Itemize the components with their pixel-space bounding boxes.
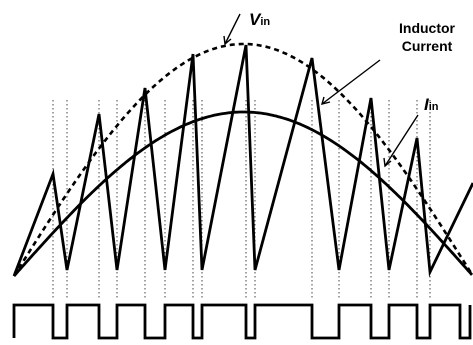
- gate-pulse-train: [12, 303, 472, 340]
- inductor-current-arrow: [320, 59, 381, 105]
- inductor-current-label-line1: Inductor: [399, 20, 456, 36]
- inductor-current-label-line2: Current: [402, 38, 453, 54]
- iin-average-curve: [12, 110, 473, 277]
- inductor-current-waveform: [12, 44, 473, 278]
- vin-envelope-curve: [12, 42, 473, 277]
- vin-arrow: [223, 13, 241, 46]
- switching-guide-lines: [52, 100, 431, 300]
- iin-arrow: [383, 114, 419, 168]
- vin-label: Vin: [249, 10, 270, 29]
- iin-label: Iin: [424, 95, 439, 114]
